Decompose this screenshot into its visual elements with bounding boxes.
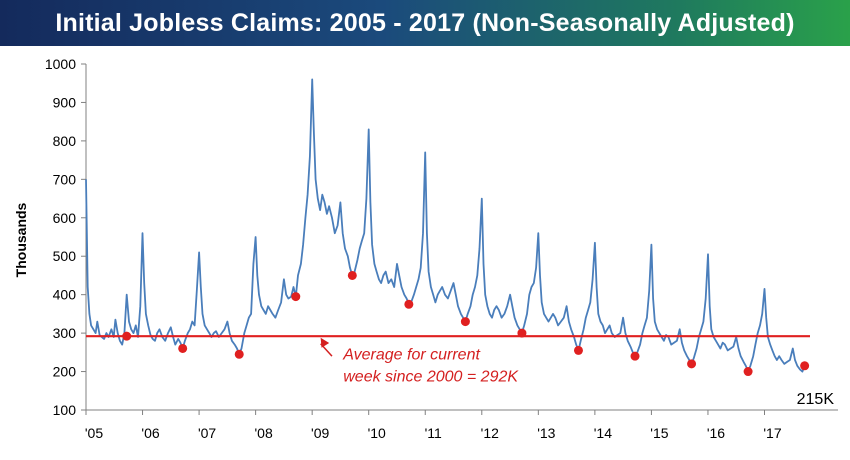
x-tick-label: '16 xyxy=(707,425,725,441)
week-marker xyxy=(347,270,357,280)
marker-layer xyxy=(122,270,810,377)
y-tick-label: 100 xyxy=(53,402,77,418)
y-tick-label: 400 xyxy=(53,287,77,303)
x-ticks: '05 '06 '07 '08 '09 '10 '11 '12 '13 '14 '15 '16 '17 xyxy=(85,410,782,441)
x-tick-label: '12 xyxy=(481,425,499,441)
x-tick-label: '05 xyxy=(85,425,103,441)
x-axis: '05 '06 '07 '08 '09 '10 '11 '12 '13 '14 '15 '16 '17 xyxy=(85,409,838,441)
x-tick-label: '13 xyxy=(537,425,555,441)
x-tick-label: '06 xyxy=(141,425,159,441)
title-bar: Initial Jobless Claims: 2005 - 2017 (Non… xyxy=(0,0,850,46)
week-marker xyxy=(800,361,810,371)
week-marker xyxy=(178,343,188,353)
x-tick-label: '17 xyxy=(763,425,781,441)
y-tick-label: 200 xyxy=(53,364,77,380)
x-tick-label: '10 xyxy=(368,425,386,441)
week-marker xyxy=(122,331,132,341)
y-axis-title: Thousands xyxy=(13,202,29,277)
y-tick-label: 800 xyxy=(53,133,77,149)
x-tick-label: '08 xyxy=(254,425,272,441)
week-marker xyxy=(630,351,640,361)
y-ticks: 100 200 300 400 500 600 700 800 900 1000 xyxy=(45,56,86,418)
x-tick-label: '07 xyxy=(198,425,216,441)
week-marker xyxy=(404,299,414,309)
week-marker xyxy=(291,292,301,302)
week-marker xyxy=(687,359,697,369)
x-tick-label: '15 xyxy=(650,425,668,441)
y-tick-label: 300 xyxy=(53,325,77,341)
annotation-layer: Average for current week since 2000 = 29… xyxy=(320,337,519,385)
series-layer xyxy=(85,78,806,373)
series-line xyxy=(85,78,806,373)
week-marker xyxy=(573,345,583,355)
x-tick-label: '11 xyxy=(425,425,442,441)
week-marker xyxy=(234,349,244,359)
week-marker xyxy=(517,328,527,338)
x-tick-label: '14 xyxy=(594,425,612,441)
y-tick-label: 600 xyxy=(53,210,77,226)
x-tick-label: '09 xyxy=(311,425,329,441)
y-tick-label: 1000 xyxy=(45,56,76,72)
annotation-arrowhead xyxy=(320,337,330,348)
chart-title: Initial Jobless Claims: 2005 - 2017 (Non… xyxy=(55,8,795,37)
y-tick-label: 500 xyxy=(53,248,77,264)
y-tick-label: 900 xyxy=(53,94,77,110)
last-value-label: 215K xyxy=(797,391,835,408)
annotation-line-1: Average for current xyxy=(342,346,480,363)
annotation-line-2: week since 2000 = 292K xyxy=(343,368,519,385)
y-axis: 100 200 300 400 500 600 700 800 900 1000 Thousand… xyxy=(13,56,87,418)
week-marker xyxy=(460,317,470,327)
week-marker xyxy=(743,367,753,377)
y-tick-label: 700 xyxy=(53,171,77,187)
